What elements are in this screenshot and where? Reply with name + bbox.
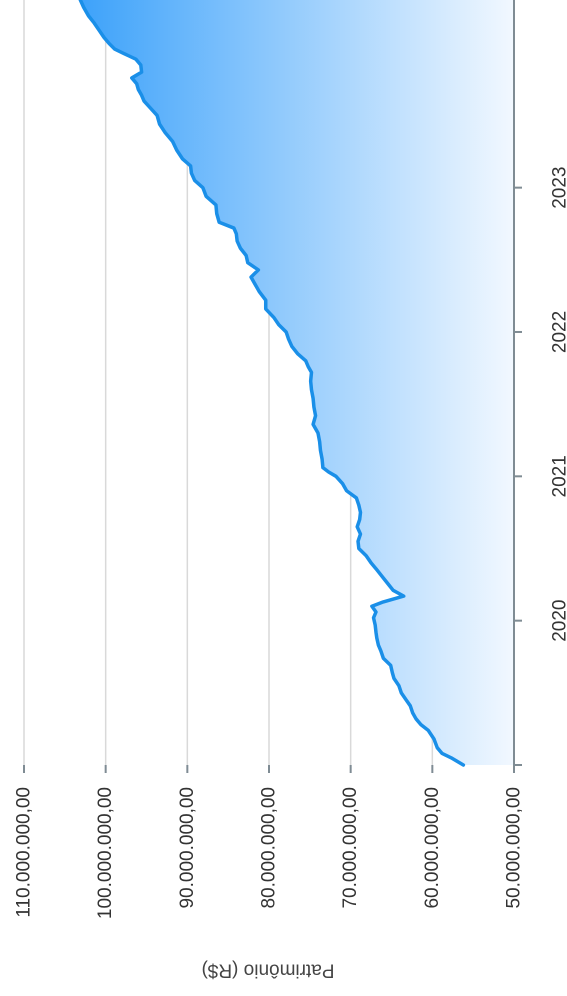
y-tick-label: 80.000.000,00: [259, 787, 280, 909]
x-tick-label: 2021: [550, 455, 567, 497]
y-tick-label: 60.000.000,00: [422, 787, 443, 909]
x-tick-label: 2020: [550, 600, 567, 642]
y-tick-label: 90.000.000,00: [177, 787, 198, 909]
label-layer: 2020 2021 2022 2023 50.000.000,00 60.000.000,…: [14, 167, 567, 981]
y-axis-title: Patrimônio (R$): [201, 960, 334, 981]
x-tick-label: 2023: [550, 167, 567, 209]
y-tick-label: 100.000.000,00: [95, 787, 116, 919]
area-layer: [78, 0, 514, 767]
y-tick-label: 70.000.000,00: [340, 787, 361, 909]
y-tick-label: 110.000.000,00: [14, 787, 35, 918]
x-tick-label: 2022: [550, 311, 567, 353]
area-fill: [80, 0, 514, 765]
series-line: [78, 0, 466, 767]
axis-layer: [23, 0, 522, 773]
y-tick-label: 50.000.000,00: [504, 787, 525, 909]
